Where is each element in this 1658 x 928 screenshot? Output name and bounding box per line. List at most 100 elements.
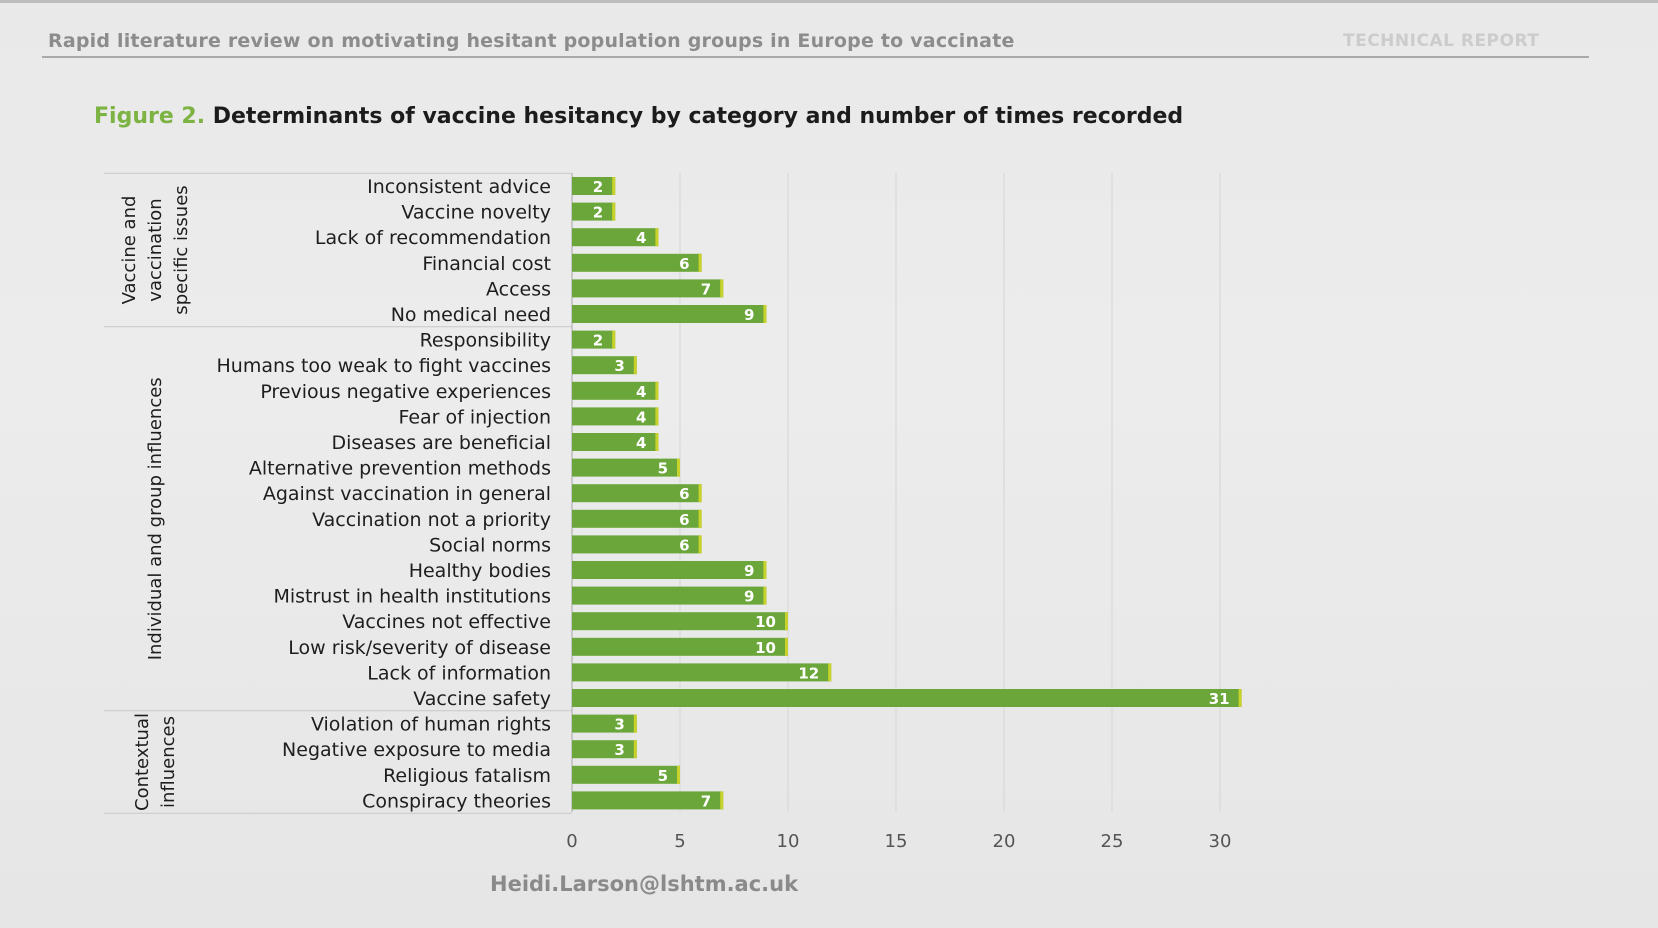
bar	[572, 637, 788, 656]
contact-email: Heidi.Larson@lshtm.ac.uk	[490, 872, 799, 896]
data-label: 10	[755, 639, 776, 657]
category-label: Healthy bodies	[409, 560, 551, 582]
data-label: 12	[798, 664, 819, 682]
category-label: Diseases are beneficial	[331, 432, 551, 454]
bar-end	[698, 509, 702, 528]
data-label: 2	[593, 332, 603, 350]
category-label: Vaccines not effective	[342, 611, 551, 633]
group-label: Individual and group influences	[145, 377, 166, 660]
data-label: 7	[701, 792, 711, 810]
bar	[572, 586, 767, 605]
data-label: 3	[614, 716, 624, 734]
data-label: 5	[658, 460, 668, 478]
bar	[572, 433, 659, 451]
x-tick-label: 25	[1101, 831, 1124, 852]
x-tick-label: 15	[885, 831, 908, 852]
bar-end	[655, 381, 659, 400]
bar-end	[785, 612, 788, 631]
category-label: Conspiracy theories	[362, 790, 551, 812]
category-label: Low risk/severity of disease	[288, 637, 551, 659]
group-label: Vaccine and	[119, 196, 140, 305]
bar	[572, 535, 702, 554]
bar-end	[698, 484, 702, 503]
data-label: 4	[636, 229, 646, 247]
bar	[572, 791, 724, 810]
bar-end	[698, 253, 702, 272]
category-label: Alternative prevention methods	[249, 458, 551, 480]
top-border	[0, 0, 1658, 3]
category-label: Vaccine novelty	[401, 202, 551, 224]
bar	[572, 253, 702, 272]
bar-end	[763, 586, 767, 605]
bar-end	[633, 714, 637, 733]
bar	[572, 305, 767, 323]
bar	[572, 561, 767, 579]
data-label: 4	[636, 383, 646, 401]
bar	[572, 228, 659, 247]
bar-end	[633, 356, 637, 375]
category-label: Access	[486, 278, 551, 300]
bar-end	[698, 535, 702, 554]
x-tick-label: 5	[674, 831, 685, 852]
bar-end	[612, 202, 616, 221]
bar-end	[655, 433, 659, 451]
bar-end	[763, 305, 767, 323]
bar-end	[655, 228, 659, 247]
category-label: Religious fatalism	[383, 765, 551, 787]
bar-end	[633, 740, 637, 759]
category-label: Previous negative experiences	[260, 381, 551, 403]
category-label: No medical need	[391, 304, 551, 326]
data-label: 4	[636, 434, 646, 452]
data-label: 4	[636, 408, 646, 426]
bar	[572, 407, 659, 426]
category-label: Inconsistent advice	[367, 176, 551, 198]
data-label: 31	[1209, 690, 1230, 708]
category-label: Vaccination not a priority	[312, 509, 551, 531]
data-label: 9	[744, 588, 754, 606]
x-tick-label: 0	[566, 831, 577, 852]
bar-end	[612, 177, 616, 195]
bar	[572, 740, 637, 759]
category-label: Lack of recommendation	[315, 227, 551, 249]
x-tick-label: 20	[993, 831, 1016, 852]
data-label: 9	[744, 562, 754, 580]
bar	[572, 509, 702, 528]
category-label: Financial cost	[422, 253, 551, 275]
figure-caption: Determinants of vaccine hesitancy by cat…	[212, 104, 1184, 129]
x-tick-label: 10	[777, 831, 800, 852]
data-label: 3	[614, 357, 624, 375]
bar-end	[677, 765, 680, 784]
data-label: 3	[614, 741, 624, 759]
bar-end	[763, 561, 767, 579]
group-label: Contextual	[132, 713, 153, 811]
data-label: 6	[679, 511, 689, 529]
header-divider	[42, 56, 1589, 58]
data-label: 7	[701, 280, 711, 298]
bar-end	[612, 330, 616, 349]
bar	[572, 381, 659, 400]
bar	[572, 458, 680, 477]
category-label: Mistrust in health institutions	[273, 586, 551, 608]
data-label: 2	[593, 178, 603, 196]
bar	[572, 689, 1242, 707]
bar	[572, 765, 680, 784]
category-label: Social norms	[429, 534, 551, 556]
bar	[572, 612, 788, 631]
bar	[572, 484, 702, 503]
bar-end	[677, 458, 680, 477]
category-label: Against vaccination in general	[263, 483, 551, 505]
bar	[572, 202, 616, 221]
group-label: influences	[158, 716, 179, 808]
bar	[572, 356, 637, 375]
data-label: 6	[679, 255, 689, 273]
bar	[572, 279, 724, 298]
bar	[572, 714, 637, 733]
data-label: 6	[679, 485, 689, 503]
group-label: specific issues	[171, 185, 192, 314]
bar-end	[785, 637, 788, 656]
bar-end	[720, 791, 724, 810]
group-label: vaccination	[145, 198, 166, 301]
data-label: 5	[658, 767, 668, 785]
bar	[572, 330, 616, 349]
